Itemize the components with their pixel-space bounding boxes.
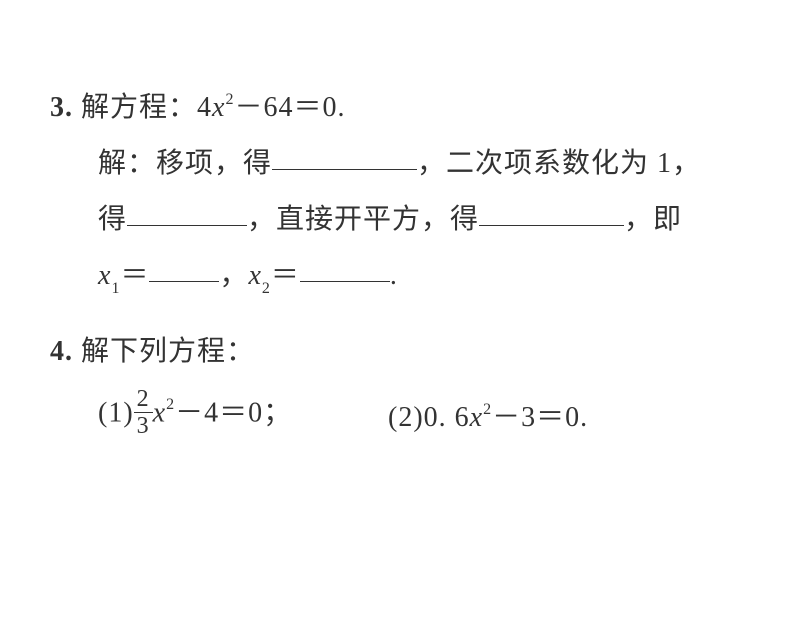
x2-sub: 2 bbox=[262, 280, 271, 297]
stem-prefix: 解方程： bbox=[81, 92, 197, 123]
eq-coef: 4 bbox=[197, 92, 212, 123]
problem-4: 4. 解下列方程： (1)23x2－4＝0； (2)0. 6x2－3＝0. bbox=[50, 324, 744, 442]
sol-label: 解： bbox=[98, 148, 156, 179]
eq-exp: 2 bbox=[225, 91, 234, 108]
step2-mid: ，直接开平方，得 bbox=[247, 204, 479, 235]
x1-sub: 1 bbox=[111, 280, 120, 297]
blank-2 bbox=[127, 225, 247, 226]
sub2-coef: 0. 6 bbox=[424, 402, 470, 433]
eq-var: x bbox=[212, 92, 225, 123]
fraction: 23 bbox=[134, 386, 153, 440]
sub-problem-1: (1)23x2－4＝0； bbox=[98, 388, 388, 442]
sub-problems-row: (1)23x2－4＝0； (2)0. 6x2－3＝0. bbox=[50, 388, 744, 442]
sub1-exp: 2 bbox=[166, 396, 175, 413]
frac-num: 2 bbox=[134, 386, 153, 413]
eq-sign-1: ＝ bbox=[120, 260, 149, 291]
solution-line-1: 解：移项，得 ，二次项系数化为 1， bbox=[50, 136, 744, 192]
sub-problem-2: (2)0. 6x2－3＝0. bbox=[388, 395, 588, 435]
step2-pre: 得 bbox=[98, 204, 127, 235]
comma: ， bbox=[219, 260, 248, 291]
sub2-exp: 2 bbox=[483, 401, 492, 418]
solution-line-2: 得 ，直接开平方，得 ，即 bbox=[50, 192, 744, 248]
problem-number: 3. bbox=[50, 92, 73, 123]
eq-mid: －64＝0. bbox=[234, 92, 345, 123]
period: . bbox=[390, 260, 398, 291]
step1-pre: 移项，得 bbox=[156, 148, 272, 179]
sub1-rest: －4＝0； bbox=[175, 397, 292, 428]
sub2-var: x bbox=[470, 402, 483, 433]
eq-sign-2: ＝ bbox=[271, 260, 300, 291]
sub1-var: x bbox=[153, 397, 166, 428]
blank-3 bbox=[479, 225, 624, 226]
stem-text: 解下列方程： bbox=[81, 336, 255, 367]
step1-post: ，二次项系数化为 1， bbox=[417, 148, 701, 179]
sub1-label: (1) bbox=[98, 397, 134, 428]
problem-4-stem: 4. 解下列方程： bbox=[50, 324, 744, 380]
blank-5 bbox=[300, 281, 390, 282]
x2-var: x bbox=[248, 260, 261, 291]
blank-1 bbox=[272, 169, 417, 170]
problem-3-stem: 3. 解方程：4x2－64＝0. bbox=[50, 80, 744, 136]
x1-var: x bbox=[98, 260, 111, 291]
sub2-rest: －3＝0. bbox=[492, 402, 588, 433]
step2-post: ，即 bbox=[624, 204, 682, 235]
problem-3: 3. 解方程：4x2－64＝0. 解：移项，得，二次项系数化为 1， 得，直接开… bbox=[50, 80, 744, 304]
blank-4 bbox=[149, 281, 219, 282]
frac-den: 3 bbox=[134, 413, 153, 439]
problem-number: 4. bbox=[50, 336, 73, 367]
solution-line-3: x1＝，x2＝. bbox=[50, 248, 744, 304]
sub2-label: (2) bbox=[388, 402, 424, 433]
